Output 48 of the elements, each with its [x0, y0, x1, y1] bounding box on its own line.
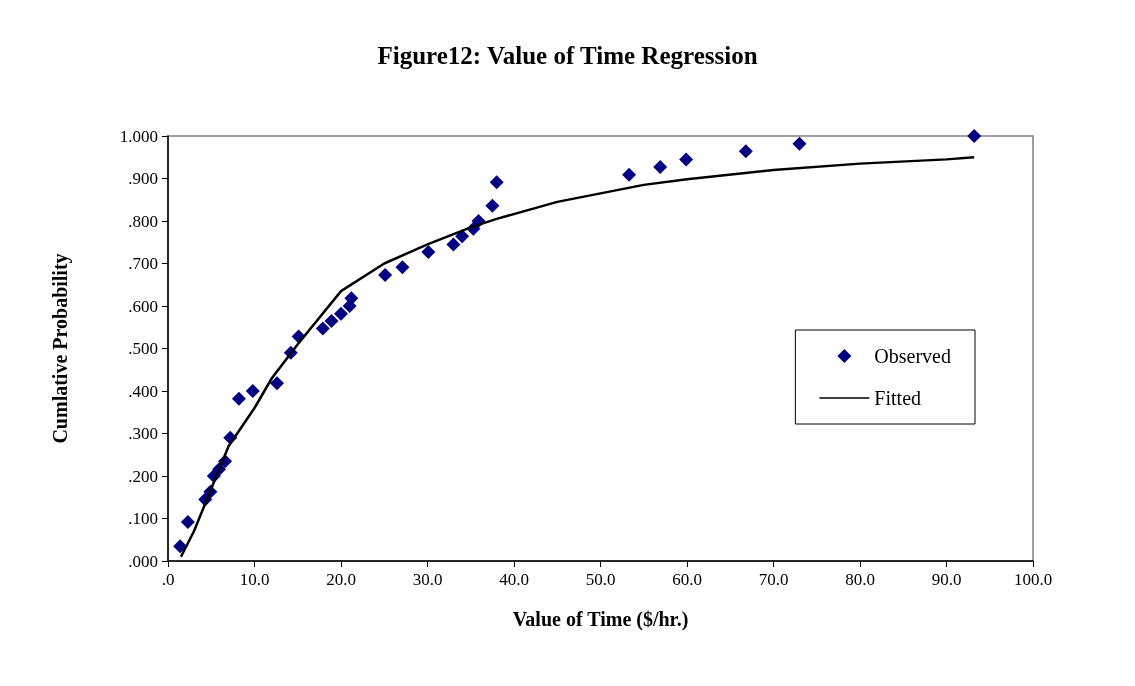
x-tick-label: 30.0: [412, 570, 443, 589]
point: [231, 391, 246, 406]
y-tick-label: .900: [128, 169, 158, 188]
y-tick-label: .400: [128, 381, 158, 401]
point: [245, 384, 260, 398]
y-tick-label: .000: [128, 551, 158, 571]
point: [315, 321, 330, 336]
point: [173, 539, 188, 554]
y-tick-label: .700: [128, 254, 158, 273]
x-tick-label: 80.0: [845, 570, 875, 589]
point: [738, 144, 753, 159]
point: [653, 160, 668, 175]
point: [421, 245, 436, 260]
y-tick-label: 1.000: [119, 126, 158, 146]
point: [180, 514, 195, 529]
point: [334, 306, 348, 321]
y-tick-label: .200: [128, 466, 158, 486]
point: [269, 376, 284, 391]
point: [679, 152, 694, 167]
x-tick-label: 20.0: [326, 570, 356, 589]
point: [622, 167, 637, 182]
point: [395, 260, 410, 275]
x-axis-title: Value of Time ($/hr.): [512, 608, 689, 631]
point: [446, 237, 461, 252]
x-tick-label: 40.0: [499, 570, 529, 589]
x-tick-label: 100.0: [1013, 570, 1053, 589]
point: [489, 175, 504, 190]
x-tick-label: 10.0: [239, 570, 270, 589]
x-tick-label: 50.0: [585, 570, 616, 589]
chart-title: Figure12: Value of Time Regression: [377, 42, 758, 69]
x-tick-label: .0: [161, 570, 175, 589]
point: [792, 136, 807, 151]
point: [324, 313, 339, 328]
point: [485, 198, 500, 213]
line-series: [179, 156, 976, 558]
point: [967, 129, 982, 143]
y-tick-label: .800: [128, 211, 158, 231]
x-tick-label: 70.0: [758, 570, 789, 589]
y-tick-label: .500: [128, 339, 158, 358]
y-tick-label: .100: [128, 509, 158, 528]
y-tick-label: .300: [128, 424, 158, 443]
x-tick-label: 90.0: [931, 570, 962, 589]
legend-label: Fitted: [874, 387, 922, 409]
y-tick-label: .600: [128, 296, 158, 316]
x-tick-label: 60.0: [672, 570, 702, 589]
point: [378, 267, 393, 282]
legend-label: Observed: [874, 345, 951, 367]
y-axis-title: Cumlative Probability: [49, 253, 72, 444]
